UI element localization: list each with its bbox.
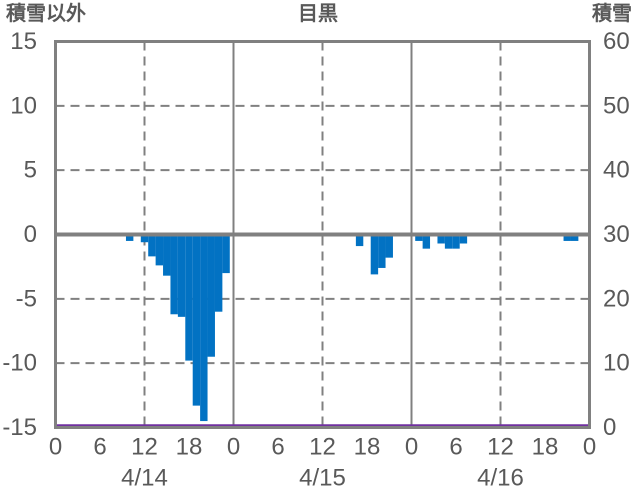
precip-bar [163,234,171,276]
x-axis-tick: 0 [583,434,596,461]
precip-bar [570,234,579,241]
left-axis-tick: 0 [24,221,37,248]
x-axis-tick: 18 [354,434,381,461]
plot-border [54,40,591,429]
precip-bar [192,234,201,406]
precip-bar [222,234,230,274]
x-axis-tick: 0 [405,434,418,461]
precip-bar [378,234,386,268]
right-axis-tick: 20 [603,285,630,312]
left-axis-tick: 5 [24,157,37,184]
precip-bar [140,234,149,243]
x-axis-tick: 6 [271,434,284,461]
left-axis-tick: 15 [10,28,37,55]
x-axis-tick: 18 [532,434,559,461]
left-axis-tick: -15 [2,414,37,441]
right-axis-tick: 10 [603,350,630,377]
precip-bar [177,234,186,317]
precip-bar [125,234,134,241]
left-axis-tick: -10 [2,350,37,377]
precip-bar [563,234,571,241]
day-label: 4/15 [299,465,346,492]
right-axis-title: 積雪 [592,3,632,25]
x-axis-tick: 6 [449,434,462,461]
precip-bar [148,234,156,257]
left-axis-tick: -5 [16,285,37,312]
x-axis-tick: 12 [309,434,336,461]
left-axis-tick: 10 [10,92,37,119]
precip-bar [214,234,223,312]
precip-bar [170,234,178,315]
precip-bar [422,234,431,249]
right-axis-tick: 60 [603,28,630,55]
precip-bar [155,234,164,266]
day-label: 4/14 [121,465,168,492]
x-axis-tick: 12 [487,434,514,461]
precip-bar [200,234,208,422]
x-axis-tick: 6 [93,434,106,461]
x-axis-tick: 0 [49,434,62,461]
precip-bar [415,234,423,241]
right-axis-tick: 50 [603,92,630,119]
precip-bar [385,234,393,258]
precip-bar [459,234,468,244]
precip-bar [355,234,364,247]
chart-title: 目黒 [298,3,338,25]
day-label: 4/16 [477,465,524,492]
precip-bar [444,234,453,249]
x-axis-tick: 0 [227,434,240,461]
right-axis-tick: 40 [603,157,630,184]
left-axis-title: 積雪以外 [6,3,86,25]
x-axis-tick: 18 [176,434,203,461]
precip-bar [207,234,215,357]
x-axis-tick: 12 [131,434,158,461]
right-axis-tick: 0 [603,414,616,441]
precip-bar [452,234,460,249]
right-axis-tick: 30 [603,221,630,248]
precip-bar [185,234,193,361]
precip-bar [370,234,379,275]
precip-bar [437,234,445,244]
